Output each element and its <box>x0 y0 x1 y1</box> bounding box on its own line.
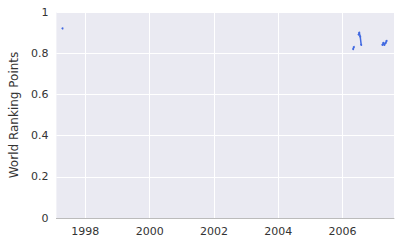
svg-text:0: 0 <box>41 212 48 225</box>
svg-text:0.8: 0.8 <box>31 47 49 60</box>
svg-text:1: 1 <box>41 6 48 19</box>
svg-text:2000: 2000 <box>136 225 164 238</box>
svg-text:0.4: 0.4 <box>31 129 49 142</box>
svg-text:0.2: 0.2 <box>31 170 49 183</box>
svg-text:2006: 2006 <box>329 225 357 238</box>
svg-text:1998: 1998 <box>71 225 99 238</box>
svg-text:0.6: 0.6 <box>31 88 49 101</box>
svg-text:World Ranking Points: World Ranking Points <box>7 52 21 179</box>
svg-text:2004: 2004 <box>264 225 292 238</box>
svg-text:2002: 2002 <box>200 225 228 238</box>
